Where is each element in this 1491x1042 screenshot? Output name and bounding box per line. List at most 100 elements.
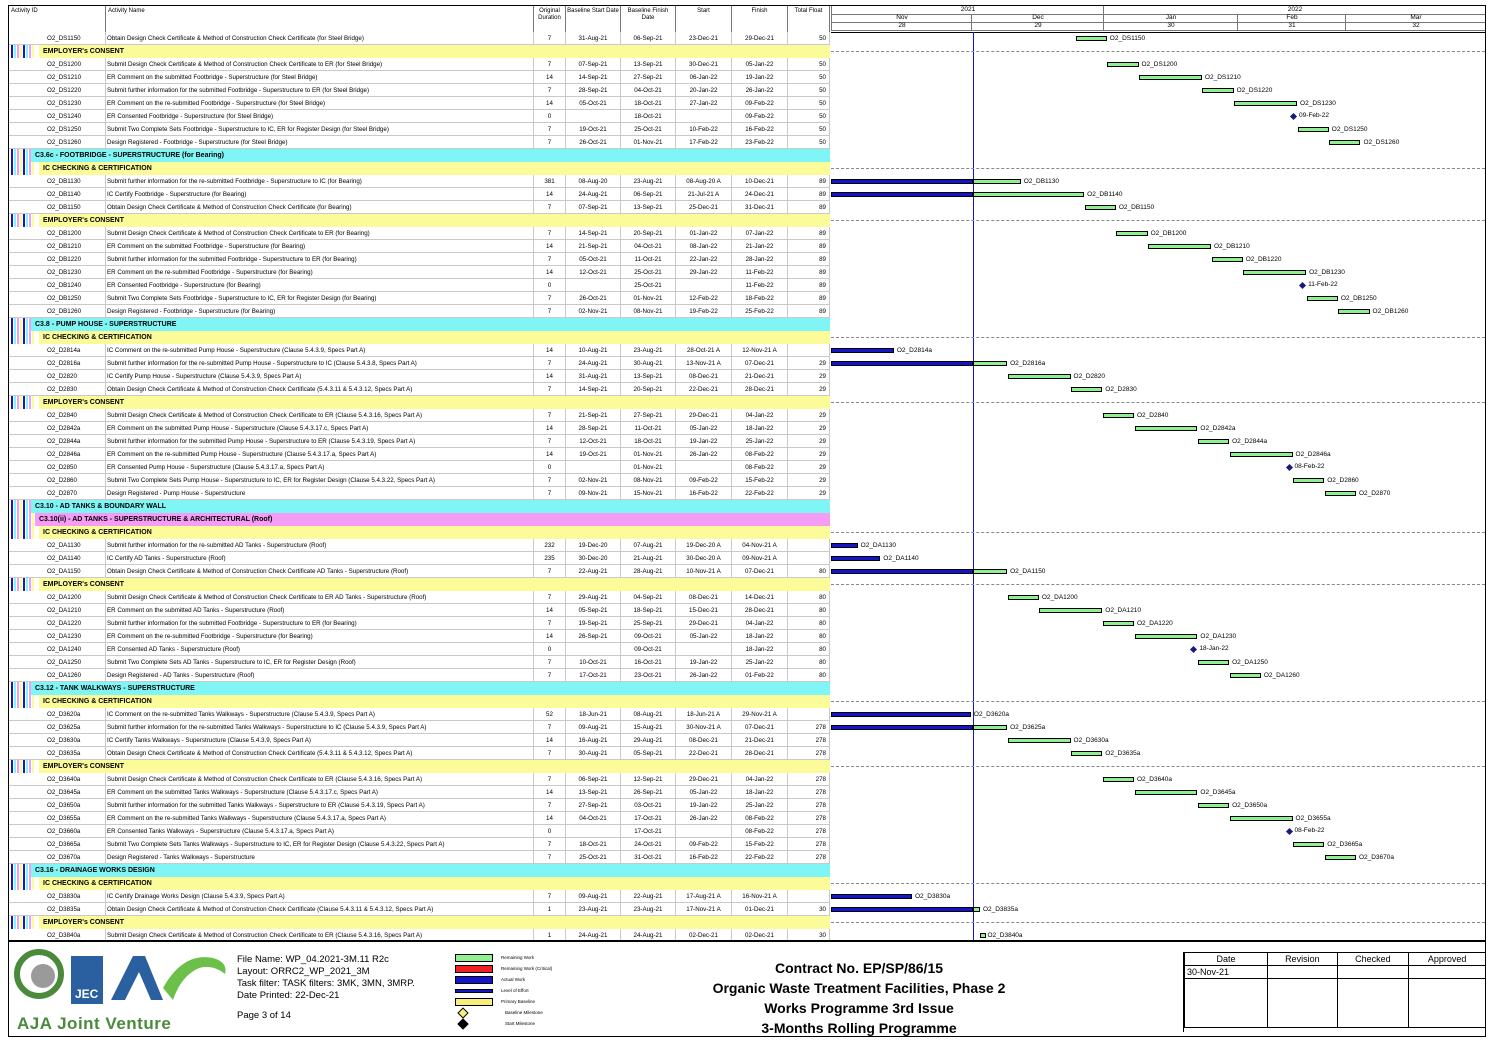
remaining-work-bar[interactable] (1297, 127, 1329, 132)
remaining-work-bar[interactable] (1306, 296, 1338, 301)
table-row[interactable]: O2_D3630a IC Certify Tanks Walkways - Sup… (9, 734, 830, 747)
remaining-work-bar[interactable] (1293, 842, 1325, 847)
remaining-work-bar[interactable] (1329, 140, 1361, 145)
table-row[interactable]: O2_DS1200 Submit Design Check Certificate… (9, 58, 830, 71)
remaining-work-bar[interactable] (973, 725, 1008, 730)
remaining-work-bar[interactable] (1134, 426, 1198, 431)
table-row[interactable]: O2_DA1230 ER Comment on the re-submitted … (9, 630, 830, 643)
column-header[interactable]: Activity Name (106, 6, 534, 32)
remaining-work-bar[interactable] (1234, 101, 1298, 106)
remaining-work-bar[interactable] (1102, 777, 1134, 782)
table-row[interactable]: O2_D2816a Submit further information for … (9, 357, 830, 370)
table-row[interactable]: O2_DB1130 Submit further information for … (9, 175, 830, 188)
table-row[interactable]: O2_D2842a ER Comment on the submitted Pum… (9, 422, 830, 435)
milestone-diamond[interactable] (1190, 645, 1198, 654)
remaining-work-bar[interactable] (1139, 75, 1202, 80)
group-header[interactable]: IC CHECKING & CERTIFICATION (39, 162, 830, 175)
table-row[interactable]: O2_DA1130 Submit further information for … (9, 539, 830, 552)
table-row[interactable]: O2_D3640a Submit Design Check Certificate… (9, 773, 830, 786)
actual-work-bar[interactable] (831, 348, 894, 353)
remaining-work-bar[interactable] (973, 907, 980, 912)
table-row[interactable]: O2_D2814a IC Comment on the re-submitted … (9, 344, 830, 357)
table-row[interactable]: O2_DS1220 Submit further information for … (9, 84, 830, 97)
table-row[interactable]: O2_D2840 Submit Design Check Certificate … (9, 409, 830, 422)
table-row[interactable]: O2_D3645a ER Comment on the submitted Tan… (9, 786, 830, 799)
column-header[interactable]: Total Float (788, 6, 830, 32)
remaining-work-bar[interactable] (980, 933, 987, 938)
remaining-work-bar[interactable] (973, 179, 1021, 184)
column-header[interactable]: Finish (732, 6, 788, 32)
table-row[interactable]: O2_DB1250 Submit Two Complete Sets Footbr… (9, 292, 830, 305)
remaining-work-bar[interactable] (1197, 803, 1230, 808)
table-row[interactable]: O2_DA1150 Obtain Design Check Certificate… (9, 565, 830, 578)
remaining-work-bar[interactable] (1324, 491, 1356, 496)
table-row[interactable]: O2_D3660a ER Consented Tanks Walkways - S… (9, 825, 830, 838)
actual-work-bar[interactable] (831, 569, 973, 574)
remaining-work-bar[interactable] (1202, 88, 1234, 93)
remaining-work-bar[interactable] (1102, 621, 1134, 626)
table-row[interactable]: O2_D2850 ER Consented Pump House - Supers… (9, 461, 830, 474)
table-row[interactable]: O2_DA1220 Submit further information for … (9, 617, 830, 630)
remaining-work-bar[interactable] (1229, 816, 1293, 821)
table-row[interactable]: O2_D3625a Submit further information for … (9, 721, 830, 734)
actual-work-bar[interactable] (831, 894, 912, 899)
group-header[interactable]: EMPLOYER's CONSENT (39, 760, 830, 773)
column-header[interactable]: Original Duration (534, 6, 566, 32)
actual-work-bar[interactable] (831, 192, 973, 197)
remaining-work-bar[interactable] (1148, 244, 1211, 249)
table-row[interactable]: O2_DA1240 ER Consented AD Tanks - Superst… (9, 643, 830, 656)
section-header[interactable]: C3.8 - PUMP HOUSE - SUPERSTRUCTURE (31, 318, 830, 331)
table-row[interactable]: O2_DS1210 ER Comment on the submitted Foo… (9, 71, 830, 84)
milestone-diamond[interactable] (1299, 281, 1307, 290)
remaining-work-bar[interactable] (1007, 738, 1071, 743)
section-header[interactable]: C3.10(ii) - AD TANKS - SUPERSTRUCTURE & … (35, 513, 830, 526)
table-row[interactable]: O2_D2870 Design Registered - Pump House -… (9, 487, 830, 500)
table-row[interactable]: O2_DB1220 Submit further information for … (9, 253, 830, 266)
table-row[interactable]: O2_DA1210 ER Comment on the submitted AD … (9, 604, 830, 617)
remaining-work-bar[interactable] (1197, 439, 1230, 444)
actual-work-bar[interactable] (831, 725, 973, 730)
remaining-work-bar[interactable] (1211, 257, 1243, 262)
section-header[interactable]: C3.16 - DRAINAGE WORKS DESIGN (31, 864, 830, 877)
group-header[interactable]: EMPLOYER's CONSENT (39, 214, 830, 227)
remaining-work-bar[interactable] (973, 361, 1008, 366)
actual-work-bar[interactable] (831, 907, 973, 912)
column-header[interactable]: Baseline Start Date (566, 6, 621, 32)
remaining-work-bar[interactable] (1039, 608, 1103, 613)
remaining-work-bar[interactable] (1243, 270, 1307, 275)
table-row[interactable]: O2_D3655a ER Comment on the re-submitted … (9, 812, 830, 825)
table-row[interactable]: O2_D3830a IC Certify Drainage Works Desig… (9, 890, 830, 903)
table-row[interactable]: O2_D3635a Obtain Design Check Certificate… (9, 747, 830, 760)
remaining-work-bar[interactable] (1071, 751, 1103, 756)
remaining-work-bar[interactable] (1134, 634, 1198, 639)
section-header[interactable]: C3.6c - FOOTBRIDGE - SUPERSTRUCTURE (for… (31, 149, 830, 162)
actual-work-bar[interactable] (831, 543, 858, 548)
group-header[interactable]: EMPLOYER's CONSENT (39, 396, 830, 409)
remaining-work-bar[interactable] (1107, 62, 1139, 67)
table-row[interactable]: O2_DA1260 Design Registered - AD Tanks - … (9, 669, 830, 682)
remaining-work-bar[interactable] (1338, 309, 1370, 314)
table-row[interactable]: O2_DA1200 Submit Design Check Certificate… (9, 591, 830, 604)
table-row[interactable]: O2_D2820 IC Certify Pump House - Superstr… (9, 370, 830, 383)
milestone-diamond[interactable] (1285, 827, 1293, 836)
table-row[interactable]: O2_D2846a ER Comment on the re-submitted … (9, 448, 830, 461)
column-header[interactable]: Start (676, 6, 732, 32)
group-header[interactable]: EMPLOYER's CONSENT (39, 578, 830, 591)
table-row[interactable]: O2_D2844a Submit further information for … (9, 435, 830, 448)
table-row[interactable]: O2_DB1240 ER Consented Footbridge - Super… (9, 279, 830, 292)
group-header[interactable]: IC CHECKING & CERTIFICATION (39, 877, 830, 890)
table-row[interactable]: O2_DA1250 Submit Two Complete Sets AD Tan… (9, 656, 830, 669)
group-header[interactable]: EMPLOYER's CONSENT (39, 45, 830, 58)
remaining-work-bar[interactable] (1293, 478, 1325, 483)
table-row[interactable]: O2_DS1260 Design Registered - Footbridge … (9, 136, 830, 149)
actual-work-bar[interactable] (831, 179, 973, 184)
table-row[interactable]: O2_D3650a Submit further information for … (9, 799, 830, 812)
remaining-work-bar[interactable] (1084, 205, 1116, 210)
remaining-work-bar[interactable] (1229, 673, 1261, 678)
table-row[interactable]: O2_D2860 Submit Two Complete Sets Pump Ho… (9, 474, 830, 487)
remaining-work-bar[interactable] (1134, 790, 1198, 795)
table-row[interactable]: O2_DS1250 Submit Two Complete Sets Footbr… (9, 123, 830, 136)
remaining-work-bar[interactable] (1007, 595, 1039, 600)
table-row[interactable]: O2_D3665a Submit Two Complete Sets Tanks … (9, 838, 830, 851)
group-header[interactable]: IC CHECKING & CERTIFICATION (39, 695, 830, 708)
